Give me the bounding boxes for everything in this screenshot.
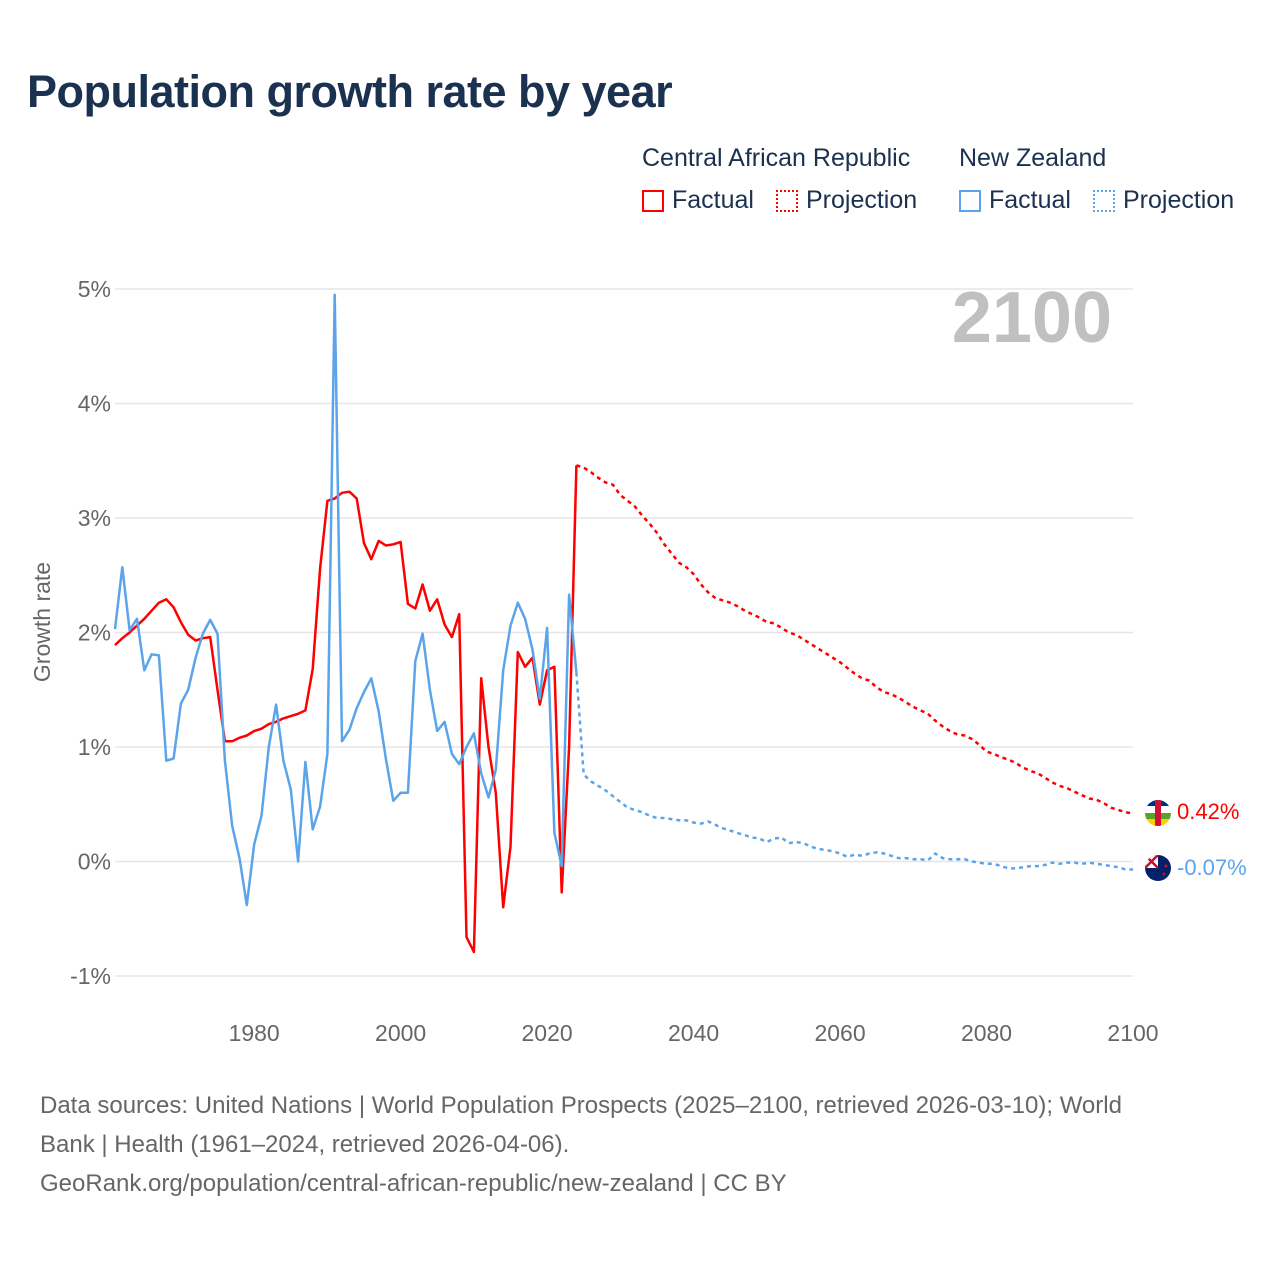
x-tick-label: 2080 — [961, 1020, 1012, 1046]
legend-swatch-solid-blue — [959, 189, 981, 212]
x-tick-label: 2060 — [814, 1020, 865, 1046]
series-line-new-zealand-projection — [575, 672, 1133, 871]
series-line-new-zealand-factual — [113, 293, 578, 907]
legend-label: Projection — [1123, 186, 1235, 214]
y-tick-label: 5% — [78, 276, 111, 302]
legend-label: Factual — [672, 186, 754, 214]
series-line-central-african-republic-factual — [114, 465, 578, 954]
y-axis-label: Growth rate — [29, 562, 55, 682]
legend-label: Factual — [989, 186, 1071, 214]
central-african-republic-flag-icon — [1145, 800, 1171, 826]
x-tick-label: 2000 — [375, 1020, 426, 1046]
legend-car-factual[interactable]: Factual — [642, 186, 754, 215]
year-watermark: 2100 — [952, 278, 1112, 358]
legend-group-nz: New Zealand — [959, 144, 1107, 172]
y-tick-label: 3% — [78, 505, 111, 531]
x-tick-label: 2020 — [522, 1020, 573, 1046]
line-chart: -1% 0% 1% 2% 3% 4% 5% 1980 2000 2020 2040 2060 2080 2… — [29, 276, 1247, 1046]
chart-title: Population growth rate by year — [27, 66, 673, 117]
legend-label: Projection — [806, 186, 918, 214]
legend-swatch-solid-red — [642, 189, 664, 212]
nz-end-value-label: -0.07% — [1177, 855, 1247, 880]
y-tick-label: 4% — [78, 391, 111, 417]
y-tick-label: 1% — [78, 734, 111, 760]
footer-sources-line1: Data sources: United Nations | World Pop… — [40, 1092, 1122, 1119]
x-tick-label: 1980 — [229, 1020, 280, 1046]
legend-swatch-dotted-red — [776, 189, 798, 212]
x-tick-label: 2040 — [668, 1020, 719, 1046]
legend-group-car: Central African Republic — [642, 144, 911, 172]
footer-sources-line2: Bank | Health (1961–2024, retrieved 2026… — [40, 1131, 570, 1158]
new-zealand-flag-icon — [1145, 855, 1171, 881]
legend-swatch-dotted-blue — [1093, 189, 1115, 212]
footer-link[interactable]: GeoRank.org/population/central-african-r… — [40, 1170, 787, 1197]
x-tick-label: 2100 — [1107, 1020, 1158, 1046]
y-tick-label: -1% — [70, 963, 111, 989]
car-end-value-label: 0.42% — [1177, 799, 1239, 824]
y-tick-label: 0% — [78, 849, 111, 875]
legend-nz-factual[interactable]: Factual — [959, 186, 1071, 215]
legend-nz-projection[interactable]: Projection — [1093, 186, 1234, 215]
y-tick-label: 2% — [78, 620, 111, 646]
legend-car-projection[interactable]: Projection — [776, 186, 917, 215]
series-line-central-african-republic-projection — [576, 464, 1134, 815]
